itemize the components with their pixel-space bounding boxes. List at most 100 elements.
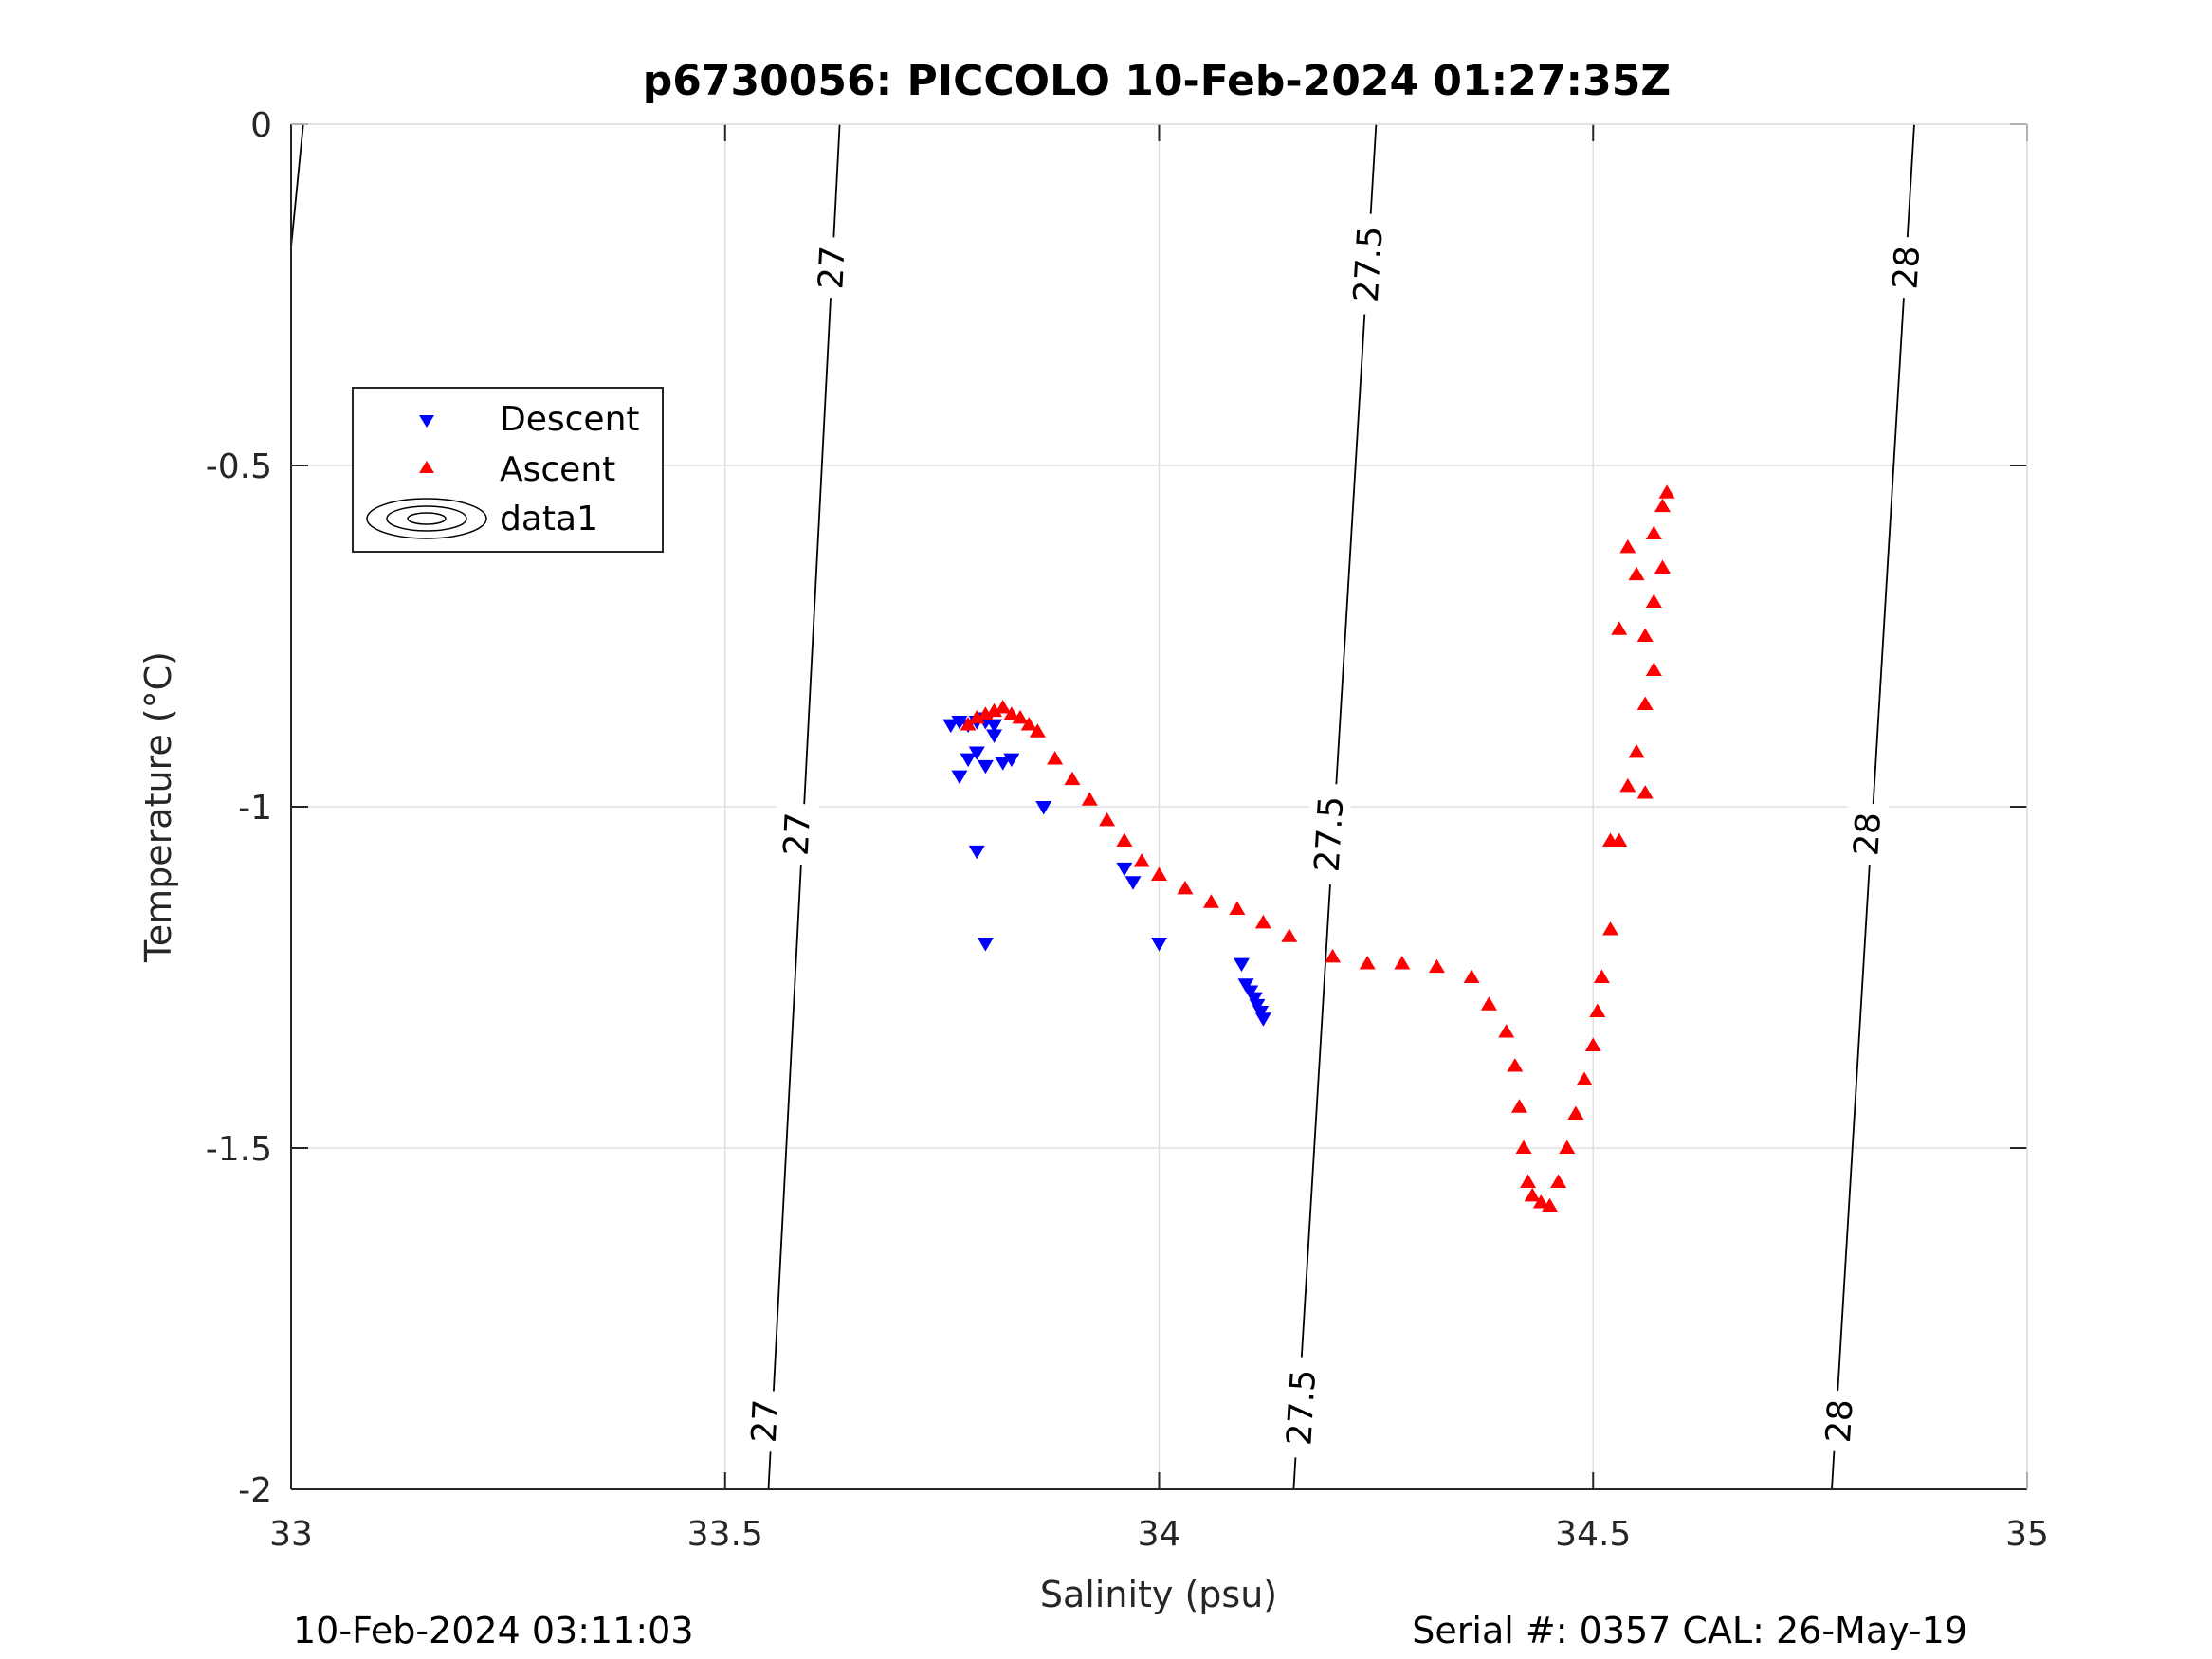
ascent-point: [1064, 771, 1081, 786]
legend-ascent-marker: [419, 461, 434, 473]
ascent-point: [1133, 853, 1150, 867]
ascent-point: [1254, 914, 1271, 929]
contour-label-text: 28: [1819, 1398, 1861, 1444]
descent-point: [1233, 957, 1250, 973]
ascent-point: [1428, 958, 1445, 974]
ascent-point: [1636, 785, 1654, 799]
ascent-point: [1628, 566, 1645, 581]
contour-label-bg: [741, 1389, 787, 1453]
ascent-point: [1047, 751, 1064, 765]
descent-point: [977, 938, 994, 952]
contour-label: 28: [1843, 802, 1890, 866]
x-tick-label: 35: [2005, 1515, 2049, 1554]
contour-label-text: 27: [812, 245, 852, 290]
footer-timestamp: 10-Feb-2024 03:11:03: [293, 1610, 694, 1651]
legend-data1-label: data1: [500, 500, 598, 538]
ascent-point: [1507, 1058, 1524, 1072]
ascent-point: [1020, 717, 1037, 731]
ascent-point: [1559, 1139, 1576, 1154]
contour-label: 27.5: [1344, 212, 1392, 316]
descent-point: [986, 719, 1003, 734]
ascent-point: [1645, 593, 1662, 608]
x-tick-label: 34.5: [1555, 1515, 1631, 1554]
ascent-point: [1619, 777, 1636, 793]
descent-point: [968, 845, 985, 860]
contour-label-bg: [1344, 212, 1392, 316]
y-tick-labels: 0 -0.5 -1 -1.5 -2: [206, 106, 272, 1510]
contour-label: 27: [741, 1389, 787, 1453]
contour-label-text: 27.5: [1347, 225, 1391, 302]
ascent-point: [1589, 1003, 1606, 1017]
ascent-point: [1520, 1174, 1537, 1188]
y-axis-label: Temperature (°C): [137, 651, 179, 963]
ascent-point: [1151, 866, 1167, 881]
ascent-point: [1602, 832, 1619, 847]
ascent-point: [1012, 709, 1029, 724]
ascent-point: [1645, 525, 1662, 539]
ascent-point: [1636, 696, 1654, 710]
density-contours: 27 27 27 27.5 27.5 27.5 28 28 28: [290, 123, 1929, 1490]
legend-descent-label: Descent: [500, 400, 640, 439]
contour-label: 28: [1882, 235, 1929, 300]
contour-label-text: 27.5: [1308, 795, 1352, 873]
contour-label: 27.5: [1276, 1356, 1325, 1459]
legend-item-data1: data1: [366, 498, 598, 539]
ascent-point: [1515, 1139, 1532, 1154]
legend-descent-marker: [419, 415, 434, 428]
descent-point: [1035, 801, 1052, 815]
ascent-point: [1532, 1194, 1549, 1209]
ascent-point: [1619, 538, 1636, 554]
contour-label-text: 27: [777, 811, 818, 857]
ascent-point: [1567, 1105, 1584, 1120]
contour-legend-icon: [366, 498, 487, 539]
y-tick-label: 0: [250, 106, 272, 145]
contour-label-bg: [774, 802, 819, 866]
density-contour-line: [290, 123, 304, 247]
ascent-point: [1099, 811, 1116, 827]
descent-point: [1116, 862, 1133, 877]
contour-label: 27: [808, 236, 854, 300]
legend-item-ascent: Ascent: [419, 450, 615, 489]
ascent-point: [1611, 621, 1628, 635]
ascent-point: [1116, 832, 1133, 847]
descent-point: [977, 759, 994, 775]
contour-label-bg: [1276, 1356, 1325, 1459]
contour-label-text: 28: [1847, 811, 1889, 857]
contour-label-bg: [1843, 802, 1890, 866]
legend-ascent-label: Ascent: [500, 450, 615, 489]
ascent-series: [960, 484, 1675, 1212]
contour-label-text: 27: [745, 1398, 786, 1444]
ascent-point: [1281, 928, 1298, 942]
ascent-point: [1029, 723, 1046, 738]
descent-point: [1151, 938, 1167, 952]
descent-point: [960, 753, 977, 768]
ascent-point: [1498, 1024, 1515, 1038]
descent-point: [951, 770, 968, 785]
descent-point: [968, 746, 985, 760]
ascent-point: [1510, 1099, 1527, 1113]
ascent-point: [1524, 1187, 1541, 1202]
x-tick-label: 33.5: [687, 1515, 763, 1554]
ascent-point: [1325, 948, 1342, 963]
ascent-point: [1593, 969, 1610, 983]
footer-serial-cal: Serial #: 0357 CAL: 26-May-19: [1412, 1610, 1967, 1651]
ascent-point: [1202, 894, 1219, 908]
descent-point: [1254, 1012, 1271, 1027]
ascent-point: [1550, 1174, 1567, 1188]
descent-point: [942, 719, 960, 734]
ascent-point: [1003, 706, 1020, 720]
contour-label-text: 27.5: [1280, 1368, 1324, 1446]
x-tick-label: 34: [1138, 1515, 1181, 1554]
ascent-point: [1081, 792, 1098, 806]
ascent-point: [1359, 956, 1376, 970]
ascent-point: [1645, 662, 1662, 676]
ascent-point: [1394, 956, 1411, 970]
ascent-point: [1602, 921, 1619, 936]
descent-point: [995, 757, 1012, 771]
ascent-point: [1177, 880, 1194, 895]
ascent-point: [960, 717, 977, 731]
plot-area: 27 27 27 27.5 27.5 27.5 28 28 28: [290, 123, 2028, 1490]
descent-point: [986, 729, 1003, 743]
legend-item-descent: Descent: [419, 400, 640, 439]
ascent-point: [1480, 996, 1497, 1011]
